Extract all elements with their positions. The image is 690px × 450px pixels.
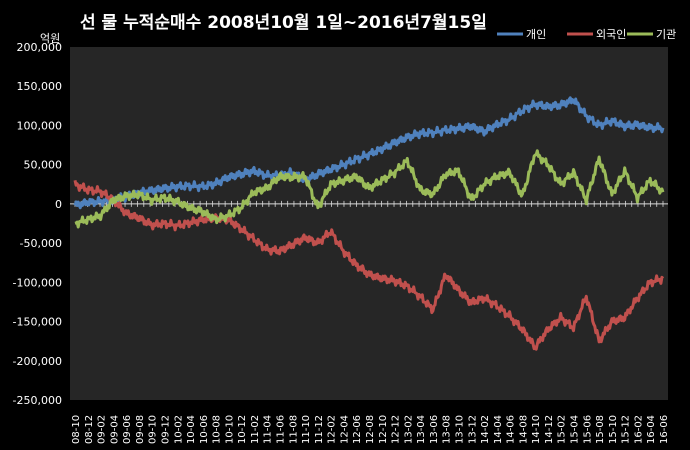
x-tick-label: 16-02: [633, 415, 644, 444]
x-tick-label: 15-10: [608, 415, 619, 444]
x-tick-label: 15-04: [570, 415, 581, 444]
x-tick-label: 12-12: [391, 415, 402, 444]
x-tick-label: 12-08: [365, 415, 376, 444]
series-line: [73, 96, 665, 210]
y-tick-label: 50,000: [24, 159, 63, 172]
y-tick-label: 0: [55, 198, 62, 211]
y-tick-label: 200,000: [17, 41, 63, 54]
x-tick-label: 14-04: [493, 415, 504, 444]
x-tick-label: 09-10: [148, 415, 159, 444]
x-tick-label: 13-10: [454, 415, 465, 444]
x-tick-label: 10-02: [173, 415, 184, 444]
x-tick-label: 12-02: [327, 415, 338, 444]
y-tick-label: -50,000: [20, 237, 62, 250]
y-tick-label: 100,000: [17, 119, 63, 132]
x-tick-label: 11-02: [250, 415, 261, 444]
series-line: [73, 179, 665, 351]
x-tick-label: 08-12: [84, 415, 95, 444]
x-tick-label: 09-06: [122, 415, 133, 444]
y-unit-label: 억원: [40, 32, 60, 45]
series-line: [74, 149, 665, 229]
legend: 개인 외국인 기관: [497, 28, 676, 41]
x-tick-label: 14-02: [480, 415, 491, 444]
x-tick-label: 10-04: [186, 415, 197, 444]
x-tick-label: 08-10: [71, 415, 82, 444]
x-tick-label: 09-04: [109, 415, 120, 444]
x-tick-label: 13-08: [442, 415, 453, 444]
x-tick-label: 12-06: [352, 415, 363, 444]
x-tick-label: 11-10: [301, 415, 312, 444]
x-tick-label: 13-04: [416, 415, 427, 444]
y-tick-label: -150,000: [13, 316, 62, 329]
y-tick-label: -200,000: [13, 355, 62, 368]
series-group: [73, 96, 665, 351]
x-tick-label: 14-10: [531, 415, 542, 444]
x-tick-label: 10-12: [237, 415, 248, 444]
legend-label: 외국인: [596, 28, 626, 41]
y-tick-label: -250,000: [13, 394, 62, 407]
chart-title: 선 물 누적순매수 2008년10월 1일~2016년7월15일: [80, 13, 487, 33]
x-tick-label: 12-10: [378, 415, 389, 444]
legend-label: 개인: [526, 28, 546, 41]
x-tick-label: 11-12: [314, 415, 325, 444]
x-tick-label: 16-06: [659, 415, 670, 444]
x-tick-label: 11-04: [263, 415, 274, 444]
x-tick-label: 16-04: [646, 415, 657, 444]
x-tick-label: 10-06: [199, 415, 210, 444]
x-tick-label: 10-10: [224, 415, 235, 444]
x-tick-label: 09-02: [97, 415, 108, 444]
legend-label: 기관: [656, 28, 676, 41]
y-tick-label: -100,000: [13, 276, 62, 289]
x-tick-label: 14-06: [506, 415, 517, 444]
x-tick-label: 13-02: [403, 415, 414, 444]
x-tick-label: 14-12: [544, 415, 555, 444]
x-tick-label: 13-12: [467, 415, 478, 444]
x-tick-label: 13-06: [429, 415, 440, 444]
x-tick-label: 11-06: [276, 415, 287, 444]
x-tick-label: 14-08: [518, 415, 529, 444]
x-tick-label: 15-12: [621, 415, 632, 444]
y-tick-label: 150,000: [17, 80, 63, 93]
x-tick-label: 09-12: [160, 415, 171, 444]
x-tick-label: 12-04: [339, 415, 350, 444]
x-tick-label: 10-08: [212, 415, 223, 444]
x-tick-label: 11-08: [288, 415, 299, 444]
x-tick-label: 15-02: [557, 415, 568, 444]
y-axis: 200,000 150,000 100,000 50,000 0 -50,000 -100,…: [13, 41, 62, 407]
x-tick-label: 15-08: [595, 415, 606, 444]
x-tick-label: 15-06: [582, 415, 593, 444]
x-tick-label: 09-08: [135, 415, 146, 444]
x-axis: 08-10 08-12 09-02 09-04 09-06 09-08 09-10 09-12…: [70, 200, 670, 444]
